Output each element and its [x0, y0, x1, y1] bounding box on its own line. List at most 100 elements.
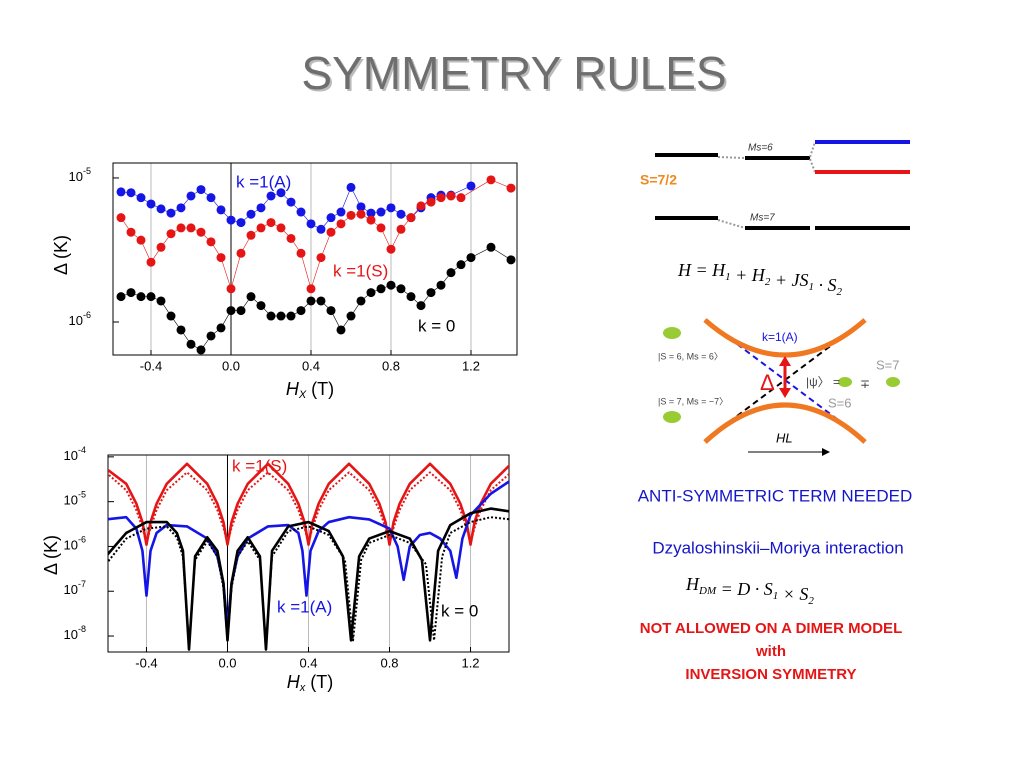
x-tick-label: 0.8 [382, 358, 400, 373]
point [256, 301, 266, 311]
point [126, 227, 136, 237]
formula-part: = D · S [716, 579, 773, 599]
point [336, 207, 346, 217]
tick-power: -6 [78, 535, 86, 545]
point [246, 292, 256, 302]
point [396, 209, 406, 219]
point [196, 185, 206, 195]
point [226, 306, 236, 316]
point [266, 311, 276, 321]
x-tick-label: 1.2 [461, 655, 479, 670]
point [466, 181, 476, 191]
tick-power: -8 [78, 624, 86, 634]
point [316, 224, 326, 234]
point [376, 284, 386, 294]
point [316, 296, 326, 306]
point [186, 339, 196, 349]
axis-unit: (T) [306, 379, 334, 399]
point [336, 325, 346, 335]
x-tick-label: -0.4 [140, 358, 162, 373]
formula-part: × S [778, 584, 808, 604]
y-tick-label: 10-5 [64, 490, 86, 508]
point [116, 213, 126, 223]
point [466, 253, 476, 263]
point [276, 223, 286, 233]
point [136, 193, 146, 203]
tick-base: 10 [64, 538, 78, 553]
formula-sub: 2 [808, 595, 814, 607]
point [216, 323, 226, 333]
point [286, 197, 296, 207]
point [386, 203, 396, 213]
formula-sub: DM [698, 585, 717, 597]
point [316, 253, 326, 263]
branch-label: k=1(A) [762, 330, 798, 344]
point [396, 284, 406, 294]
point [186, 223, 196, 233]
point [196, 227, 206, 237]
point [426, 197, 436, 207]
point [306, 284, 316, 294]
point [416, 301, 426, 311]
point [326, 227, 336, 237]
point [356, 202, 366, 212]
point [146, 257, 156, 267]
formula-sub: 2 [765, 276, 771, 288]
point [366, 208, 376, 218]
series-label: k =1(A) [277, 597, 332, 616]
x-axis-label: HX (T) [286, 379, 334, 401]
formula-part: · S [814, 275, 837, 295]
tick-base: 10 [64, 493, 78, 508]
point [166, 229, 176, 239]
point [176, 203, 186, 213]
tick-power: -5 [78, 490, 86, 500]
point [456, 260, 466, 270]
point [256, 223, 266, 233]
point [356, 209, 366, 219]
point [166, 208, 176, 218]
plot-frame [112, 162, 518, 356]
point [226, 215, 236, 225]
hamiltonian: H = H1 + H2 + JS1 · S2 [677, 260, 842, 297]
point [116, 292, 126, 302]
point [176, 223, 186, 233]
point [276, 311, 286, 321]
point [286, 311, 296, 321]
tick-base: 10 [69, 169, 83, 184]
point [366, 215, 376, 225]
x-tick-label: 1.2 [462, 358, 480, 373]
y-tick-label: 10-8 [64, 624, 86, 642]
point [396, 224, 406, 234]
point [426, 288, 436, 298]
point [236, 248, 246, 258]
point [146, 292, 156, 302]
point [206, 331, 216, 341]
y-tick-label: 10-6 [64, 535, 86, 553]
point [156, 242, 166, 252]
y-tick-label: 10-5 [69, 166, 91, 184]
point [506, 255, 516, 265]
formula-part: + H [731, 265, 766, 285]
point [216, 205, 226, 215]
point [186, 191, 196, 201]
point [436, 280, 446, 290]
formula-part: H = H [677, 260, 726, 280]
level-label: Ms=7 [750, 213, 775, 224]
tick-base: 10 [64, 583, 78, 598]
y-axis-label: Δ (K) [41, 535, 61, 575]
point [446, 191, 456, 201]
series-line [108, 480, 509, 630]
point [436, 193, 446, 203]
dm-term: HDM = D · S1 × S2 [685, 574, 814, 606]
statement: ANTI-SYMMETRIC TERM NEEDED [638, 486, 913, 505]
series-label: k =1(S) [333, 261, 388, 280]
point [206, 237, 216, 247]
point [296, 207, 306, 217]
series-label: k = 0 [441, 601, 478, 620]
point [346, 182, 356, 192]
x-tick-label: 0.4 [299, 655, 317, 670]
tick-power: -5 [83, 166, 91, 176]
x-tick-label: 0.0 [222, 358, 240, 373]
axis-symbol: H [286, 379, 300, 399]
series-line [108, 471, 509, 544]
